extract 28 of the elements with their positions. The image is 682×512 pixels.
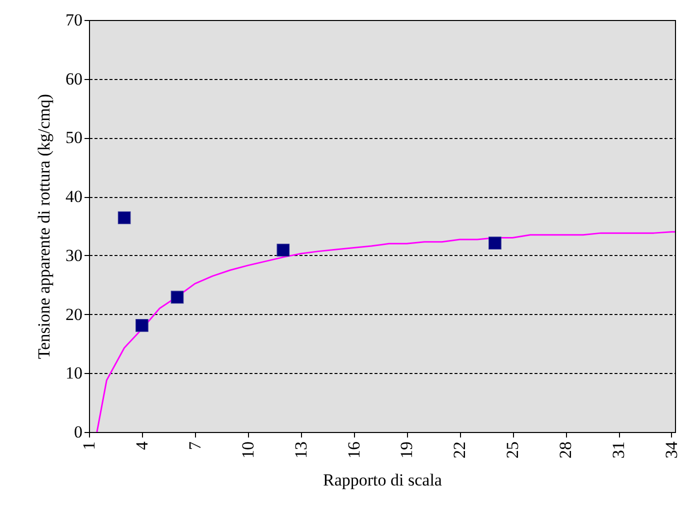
y-tick-label: 20 [66,304,82,324]
point [276,244,290,257]
y-tick-label: 70 [66,10,82,30]
x-tick-label: 10 [238,442,258,458]
x-tick-label: 28 [556,442,576,458]
y-tick-label: 0 [74,422,82,442]
x-tick-label: 13 [291,442,310,458]
y-tick-label: 60 [66,69,82,88]
x-tick-label: 19 [397,442,416,458]
point [170,290,184,304]
x-tick-label: 7 [185,441,204,450]
point [488,236,502,250]
y-tick-label: 30 [66,246,82,265]
x-tick-label: 4 [132,441,152,450]
line-series [96,231,675,432]
y-axis-title: Tensione apparente di rottura (kg/cmq) [34,94,54,360]
y-tick-label: 50 [66,128,82,148]
x-tick-label: 34 [662,441,681,458]
x-axis-title: Rapporto di scala [323,470,442,490]
x-tick-label: 31 [609,442,628,458]
y-tick-label: 40 [66,187,82,206]
x-tick-label: 16 [344,442,364,458]
x-tick-label: 25 [503,442,522,458]
point [118,211,131,224]
y-tick-label: 10 [66,364,82,383]
x-tick-label: 22 [450,442,470,458]
x-tick-label: 1 [80,442,98,450]
point [136,319,148,332]
